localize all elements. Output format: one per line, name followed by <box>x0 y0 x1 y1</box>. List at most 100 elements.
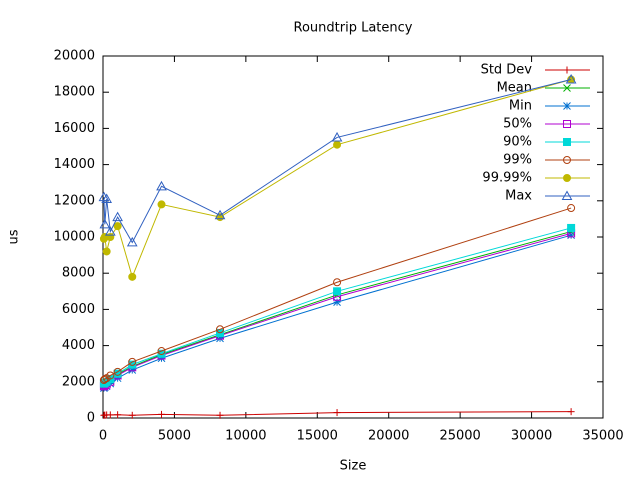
marker-part <box>567 204 576 213</box>
marker-part <box>216 325 225 334</box>
marker-part <box>99 218 111 229</box>
data-point <box>157 349 166 358</box>
marker-part <box>563 120 571 128</box>
marker-part <box>567 231 575 240</box>
marker-part <box>113 367 122 376</box>
data-point <box>333 409 341 417</box>
marker-part <box>106 371 115 380</box>
data-point <box>216 411 224 419</box>
x-tick-label: 25000 <box>439 429 480 444</box>
data-point <box>567 231 575 240</box>
data-point <box>113 222 122 231</box>
data-point <box>158 410 166 418</box>
marker-part <box>113 222 122 231</box>
marker-part <box>333 287 342 296</box>
marker-part <box>563 102 571 110</box>
data-point <box>567 408 575 416</box>
marker-part <box>567 223 576 232</box>
y-tick-label: 8000 <box>62 266 95 281</box>
legend-marker <box>563 102 571 110</box>
x-tick-label: 0 <box>99 429 107 444</box>
legend-label: 50% <box>503 117 532 132</box>
marker-part <box>112 211 123 222</box>
marker-part <box>565 74 577 84</box>
legend-marker <box>563 156 571 164</box>
legend-marker <box>563 120 571 128</box>
y-tick-label: 4000 <box>62 338 95 353</box>
data-point <box>331 131 343 142</box>
series-line <box>103 207 572 381</box>
legend-marker <box>563 66 571 74</box>
series-line <box>103 79 572 244</box>
marker-part <box>98 191 110 202</box>
y-tick-label: 2000 <box>62 374 95 389</box>
data-point <box>102 247 111 256</box>
data-point <box>157 200 166 209</box>
marker-part <box>104 226 116 236</box>
data-point <box>113 367 122 376</box>
y-tick-label: 12000 <box>54 193 95 208</box>
legend-marker <box>561 190 573 200</box>
data-point <box>333 298 341 307</box>
chart-title: Roundtrip Latency <box>294 21 413 36</box>
marker-part <box>214 209 226 220</box>
data-point <box>156 180 167 191</box>
data-point <box>99 218 111 229</box>
data-point <box>333 278 342 287</box>
marker-part <box>157 349 166 358</box>
data-point <box>106 411 114 419</box>
marker-part <box>331 131 343 142</box>
legend-label: Min <box>509 99 532 114</box>
data-point <box>216 325 225 334</box>
marker-part <box>563 138 571 146</box>
legend-label: 90% <box>503 135 532 150</box>
marker-part <box>563 84 571 92</box>
data-point <box>114 411 122 419</box>
x-tick-label: 5000 <box>158 429 191 444</box>
x-tick-label: 20000 <box>368 429 409 444</box>
legend-label: 99% <box>503 153 532 168</box>
y-tick-label: 6000 <box>62 302 95 317</box>
marker-part <box>101 193 113 203</box>
x-tick-label: 15000 <box>297 429 338 444</box>
marker-part <box>333 140 342 149</box>
legend-marker <box>563 84 571 92</box>
marker-part <box>157 347 166 356</box>
data-point <box>128 357 137 366</box>
y-tick-label: 20000 <box>54 49 95 64</box>
data-point <box>112 211 123 222</box>
x-axis-label: Size <box>340 459 367 474</box>
data-point <box>567 223 576 232</box>
y-tick-label: 16000 <box>54 121 95 136</box>
y-tick-label: 0 <box>87 411 95 426</box>
legend-label: Max <box>505 189 532 204</box>
marker-part <box>106 233 115 241</box>
data-point <box>126 236 138 247</box>
legend-marker <box>563 138 571 146</box>
legend-label: Std Dev <box>481 63 533 78</box>
data-point <box>101 193 113 203</box>
x-tick-label: 30000 <box>511 429 552 444</box>
data-point <box>128 411 136 419</box>
y-tick-label: 14000 <box>54 157 95 172</box>
marker-part <box>102 247 111 256</box>
y-axis-label: us <box>7 229 22 244</box>
y-tick-label: 18000 <box>54 85 95 100</box>
legend-marker <box>563 174 571 182</box>
data-point <box>106 371 115 380</box>
marker-part <box>333 278 342 287</box>
series-line <box>103 79 572 279</box>
data-point <box>333 287 342 296</box>
data-point <box>214 209 226 220</box>
marker-part <box>156 180 167 191</box>
marker-part <box>126 236 138 247</box>
data-point <box>333 140 342 149</box>
data-point <box>128 272 137 281</box>
x-tick-label: 10000 <box>225 429 266 444</box>
data-point <box>565 74 577 84</box>
x-tick-label: 35000 <box>582 429 623 444</box>
marker-part <box>563 174 571 182</box>
